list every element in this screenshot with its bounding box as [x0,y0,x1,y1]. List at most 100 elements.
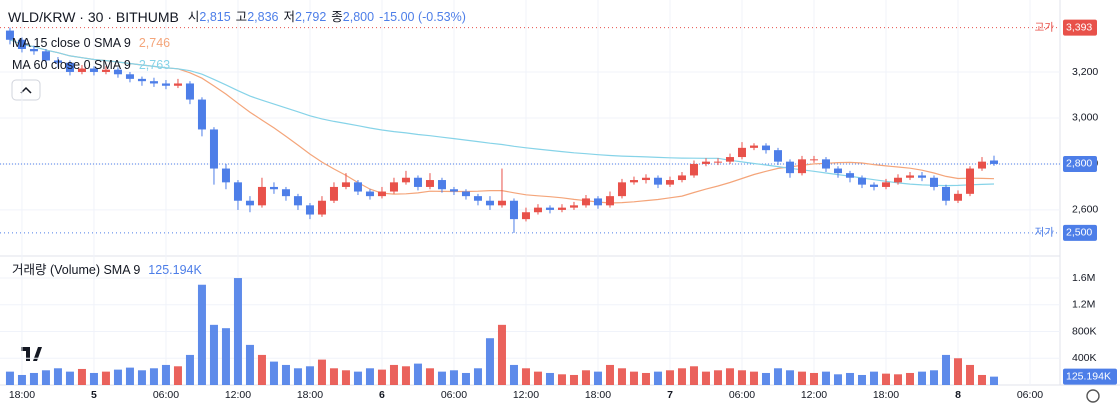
volume-bar [485,338,494,385]
x-tick-label: 06:00 [441,389,467,401]
candle-body [509,200,518,220]
volume-bar [377,369,386,385]
volume-legend-value: 125.194K [148,263,202,277]
candle-body [209,129,218,169]
price-tag-label: 2,500 [1066,227,1092,239]
candle-body [821,159,830,169]
volume-bar [401,366,410,385]
candle-body [317,200,326,215]
volume-bar [197,284,206,385]
candle-body [197,99,206,130]
chart-header: WLD/KRW · 30 · BITHUMB 시2,815 고2,836 저2,792… [8,9,466,25]
candle-body [557,207,566,210]
candle-body [725,157,734,162]
candle-body [533,207,542,213]
volume-bar [581,370,590,385]
candle-body [29,48,38,52]
candle-body [53,60,62,63]
volume-bar [545,372,554,385]
volume-bar [77,368,86,385]
candle-body [749,145,758,148]
volume-bar [749,371,758,385]
candle-body [341,182,350,187]
candle-body [677,175,686,181]
candle-body [893,177,902,183]
volume-legend-name: 거래량 (Volume) SMA 9 [12,263,140,277]
ohlc-key: 시 [188,10,200,24]
x-tick-label: 12:00 [801,389,827,401]
volume-bar [737,370,746,385]
volume-bar [725,368,734,385]
volume-bar [461,372,470,385]
volume-bar [617,368,626,385]
ohlc-value: 2,792 [295,10,326,24]
volume-bar [161,364,170,385]
candle-body [101,69,110,72]
volume-bar [5,371,14,385]
candle-body [785,161,794,174]
volume-bar [569,374,578,385]
volume-bar [425,368,434,385]
candle-body [329,186,338,201]
x-tick-label: 18:00 [9,389,35,401]
candle-body [425,180,434,187]
volume-bar [989,376,998,385]
candle-body [125,74,134,79]
volume-bar [905,372,914,385]
candle-body [845,173,854,178]
y-tick-label: 3,000 [1072,112,1098,124]
candle-body [149,81,158,84]
volume-bar [869,371,878,385]
candle-body [569,205,578,208]
volume-bar [773,368,782,385]
volume-bar [53,368,62,385]
settings-button[interactable] [1086,389,1100,403]
x-tick-label: 06:00 [729,389,755,401]
volume-bar [857,374,866,385]
ohlc-key: 고 [236,10,248,24]
volume-bar [65,371,74,385]
volume-bar [641,372,650,385]
y-tick-label: 3,200 [1072,66,1098,78]
candle-body [989,160,998,164]
candle-body [305,205,314,215]
volume-bar [473,368,482,385]
price-tag-label: 3,393 [1066,21,1092,33]
level-label: 저가 [1035,227,1055,239]
volume-bar [353,371,362,385]
volume-bar [233,278,242,385]
candle-body [869,184,878,187]
candle-body [917,175,926,178]
x-tick-label: 8 [955,389,961,401]
volume-bar [533,371,542,385]
candle-body [953,193,962,201]
candle-body [113,69,122,75]
candle-body [965,168,974,194]
candle-body [629,180,638,183]
volume-bar [941,354,950,385]
volume-bar [605,364,614,385]
volume-bar [41,370,50,385]
ma-legend: MA 15 close 0 SMA 9 2,746 [12,36,170,50]
volume-bar [665,370,674,385]
candle-body [713,161,722,163]
logo[interactable] [16,338,48,370]
collapse-button[interactable] [11,79,41,101]
volume-bar [509,364,518,385]
volume-bar [245,344,254,385]
candle-body [905,175,914,178]
price-tag-label: 125.194K [1066,370,1111,382]
candle-body [881,182,890,187]
volume-bar [281,364,290,385]
y-tick-label: 2,600 [1072,204,1098,216]
candle-body [929,177,938,187]
volume-bar [305,366,314,385]
candle-body [461,191,470,197]
candle-body [401,177,410,183]
candle-body [773,150,782,162]
candle-body [473,196,482,201]
candle-body [593,198,602,206]
candle-body [269,186,278,190]
candle-body [641,177,650,181]
x-tick-label: 06:00 [1017,389,1043,401]
